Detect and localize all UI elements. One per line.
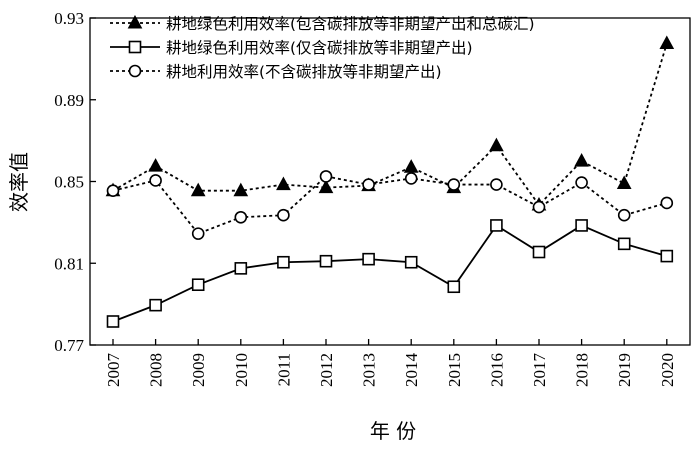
x-tick-label: 2018 xyxy=(573,353,592,387)
y-tick-label: 0.85 xyxy=(54,173,84,192)
circle-point xyxy=(191,227,205,240)
x-tick-label: 2009 xyxy=(189,353,208,387)
series-3 xyxy=(106,170,674,240)
x-tick-label: 2019 xyxy=(615,353,634,387)
circle-point xyxy=(660,196,674,210)
y-tick-label: 0.81 xyxy=(54,254,84,273)
triangle-point xyxy=(403,159,419,173)
triangle-point xyxy=(318,179,334,194)
square-point xyxy=(149,298,162,312)
series-2 xyxy=(106,219,674,328)
circle-point xyxy=(277,208,290,222)
circle-point xyxy=(319,170,333,183)
square-point xyxy=(319,254,333,268)
square-point xyxy=(362,252,375,266)
circle-point xyxy=(106,184,120,197)
triangle-point xyxy=(659,35,675,50)
square-point xyxy=(532,245,546,259)
x-axis-title: 年 份 xyxy=(370,419,416,443)
x-axis: 2007 2008 2009 2010 2011 2012 2013 2014 2015 2016… xyxy=(104,339,677,387)
triangle-point xyxy=(233,182,249,197)
triangle-point xyxy=(574,153,589,167)
y-tick-label: 0.93 xyxy=(54,9,84,28)
circle-point xyxy=(234,210,248,224)
x-tick-label: 2013 xyxy=(360,353,379,387)
x-tick-label: 2008 xyxy=(147,353,166,387)
x-tick-label: 2012 xyxy=(317,353,336,387)
x-tick-label: 2014 xyxy=(402,353,421,388)
legend-label-2: 耕地绿色利用效率(仅含碳排放等非期望产出) xyxy=(166,39,473,57)
x-tick-label: 2020 xyxy=(658,353,677,387)
legend-marker-1 xyxy=(127,14,143,29)
square-point xyxy=(106,315,120,328)
square-point xyxy=(447,280,461,294)
series-layer xyxy=(105,35,675,328)
square-point xyxy=(404,255,418,269)
square-point xyxy=(660,249,674,263)
circle-point xyxy=(149,174,162,187)
x-tick-label: 2007 xyxy=(104,353,123,388)
series-1-line xyxy=(112,43,668,207)
y-axis-title: 效率值 xyxy=(7,152,31,212)
square-point xyxy=(575,219,588,232)
y-tick-label: 0.77 xyxy=(54,336,84,355)
square-point xyxy=(191,278,205,292)
legend-marker-2 xyxy=(128,40,142,54)
triangle-point xyxy=(190,182,206,197)
x-tick-label: 2011 xyxy=(274,353,293,386)
x-tick-label: 2015 xyxy=(445,353,464,387)
triangle-point xyxy=(276,176,291,191)
legend-marker-3 xyxy=(128,64,142,78)
legend-label-3: 耕地利用效率(不含碳排放等非期望产出) xyxy=(166,63,442,81)
x-tick-label: 2016 xyxy=(487,353,506,387)
triangle-point xyxy=(489,137,504,152)
circle-point xyxy=(447,178,461,191)
y-tick-label: 0.89 xyxy=(54,91,84,110)
circle-point xyxy=(490,178,503,191)
triangle-point xyxy=(616,175,632,190)
x-tick-label: 2010 xyxy=(232,353,251,387)
circle-point xyxy=(617,208,631,222)
square-point xyxy=(277,255,290,269)
circle-point xyxy=(362,178,375,191)
legend-label-1: 耕地绿色利用效率(包含碳排放等非期望产出和总碳汇) xyxy=(166,15,535,33)
square-point xyxy=(234,262,248,275)
square-point xyxy=(617,237,631,251)
x-tick-label: 2017 xyxy=(530,353,549,388)
legend: 耕地绿色利用效率(包含碳排放等非期望产出和总碳汇) 耕地绿色利用效率(仅含碳排放等… xyxy=(110,14,535,81)
square-point xyxy=(490,219,503,232)
circle-point xyxy=(575,176,588,189)
circle-point xyxy=(532,200,546,214)
circle-point xyxy=(404,172,418,185)
triangle-point xyxy=(148,158,163,172)
series-2-line xyxy=(112,224,668,323)
y-axis: 0.77 0.81 0.85 0.89 0.93 xyxy=(54,9,96,355)
